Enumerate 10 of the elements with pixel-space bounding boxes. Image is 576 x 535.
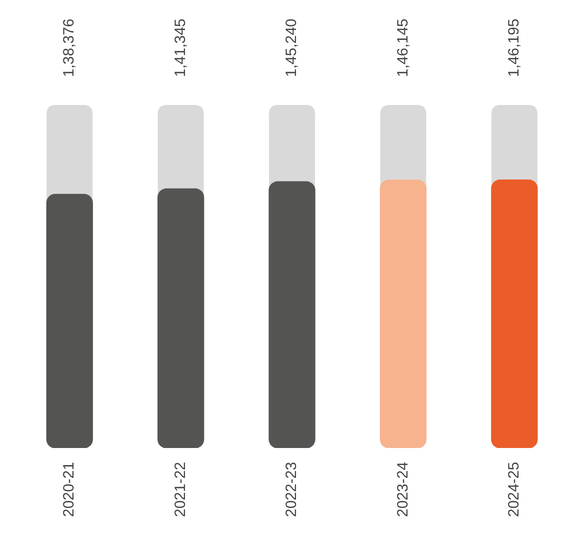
x-tick-label: 2020-21: [60, 462, 78, 518]
data-label: 1,45,240: [283, 18, 300, 77]
data-label: 1,46,145: [394, 18, 412, 77]
data-label: 1,46,195: [506, 18, 523, 77]
x-tick-label: 2024-25: [506, 462, 523, 518]
x-tick-label: 2021-22: [172, 462, 189, 518]
x-tick-label: 2023-24: [394, 462, 412, 518]
data-label: 1,38,376: [60, 18, 78, 77]
data-label: 1,41,345: [172, 18, 189, 77]
x-tick-label: 2022-23: [283, 462, 300, 518]
